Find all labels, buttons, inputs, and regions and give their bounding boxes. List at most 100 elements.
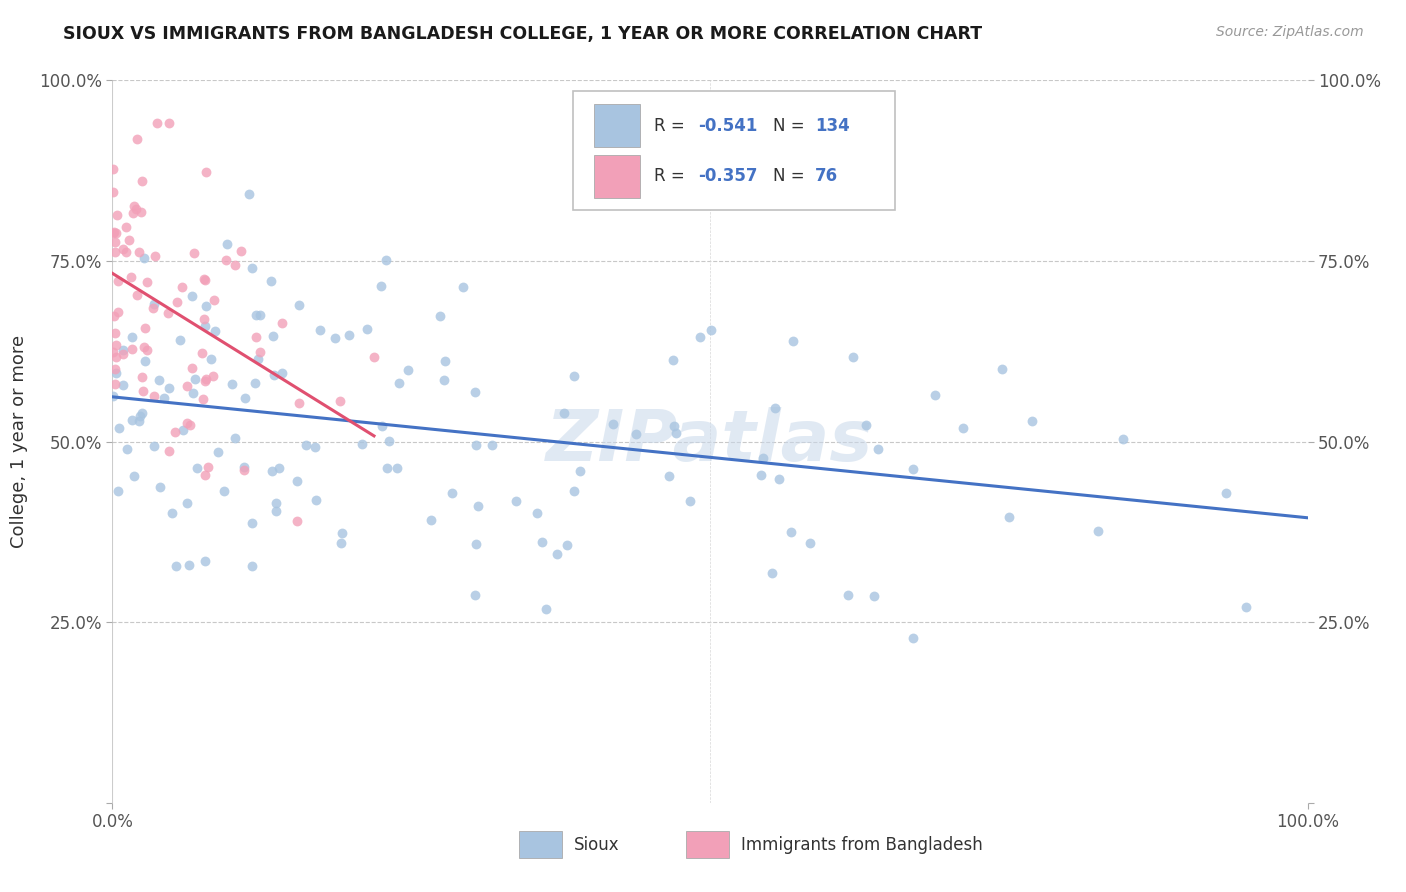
Point [134,321,156,335]
Point [197,459,219,474]
Point [467,499,489,513]
Point [562,369,585,384]
Point [183,246,205,260]
Point [245,330,267,344]
Point [761,566,783,581]
Point [271,366,294,380]
Text: 76: 76 [815,168,838,186]
Point [117,442,139,456]
Point [121,412,143,426]
Text: ZIPatlas: ZIPatlas [547,407,873,476]
Point [264,496,287,510]
Point [780,524,803,539]
Point [104,366,127,380]
Point [330,526,353,541]
Point [115,219,138,234]
Point [132,340,155,354]
Point [115,244,138,259]
Point [105,208,128,222]
Point [157,116,180,130]
Point [602,417,624,432]
Point [131,174,153,188]
Point [370,278,392,293]
Point [143,439,166,453]
Point [172,280,194,294]
Point [129,205,152,219]
Point [245,376,267,390]
Point [763,401,786,416]
Point [179,558,201,573]
Point [224,258,246,272]
Point [371,419,394,434]
Point [233,392,256,406]
Point [451,279,474,293]
Point [156,306,179,320]
Point [134,354,156,368]
FancyBboxPatch shape [519,831,562,858]
Y-axis label: College, 1 year or more: College, 1 year or more [10,335,28,548]
Point [232,459,254,474]
Text: R =: R = [654,168,690,186]
FancyBboxPatch shape [595,154,640,198]
Point [837,588,859,602]
Point [266,504,288,518]
Point [267,460,290,475]
Point [149,480,172,494]
Text: Source: ZipAtlas.com: Source: ZipAtlas.com [1216,25,1364,39]
Point [181,289,204,303]
Point [107,484,129,499]
Point [111,343,134,357]
Point [323,331,346,345]
Point [352,437,374,451]
Point [103,309,125,323]
Point [998,510,1021,524]
Point [749,468,772,483]
Point [855,418,877,433]
Point [799,536,821,550]
Point [901,632,924,646]
Point [181,385,204,400]
Point [568,464,591,478]
Point [679,494,702,508]
Text: N =: N = [773,168,810,186]
Point [163,425,186,439]
Point [440,485,463,500]
Point [562,483,585,498]
Point [271,317,294,331]
Point [104,244,127,259]
Point [1087,524,1109,538]
Point [107,304,129,318]
Point [195,299,218,313]
Point [124,202,146,217]
Point [132,384,155,399]
Point [104,226,127,240]
Point [662,419,685,434]
Point [378,434,401,448]
Point [247,351,270,366]
Point [183,372,205,386]
Point [142,301,165,315]
Point [374,253,396,268]
Text: SIOUX VS IMMIGRANTS FROM BANGLADESH COLLEGE, 1 YEAR OR MORE CORRELATION CHART: SIOUX VS IMMIGRANTS FROM BANGLADESH COLL… [63,25,983,43]
Point [699,323,721,337]
Point [157,443,180,458]
Point [129,409,152,424]
Point [207,444,229,458]
Point [309,323,332,337]
Point [165,559,187,574]
Point [122,205,145,219]
Point [658,469,681,483]
Point [238,186,260,201]
Point [952,420,974,434]
Point [481,438,503,452]
Point [103,225,125,239]
Point [263,368,285,383]
Point [285,474,308,488]
Point [363,350,385,364]
Point [398,363,420,377]
Point [305,492,328,507]
Point [193,272,215,286]
FancyBboxPatch shape [572,91,896,211]
Text: Immigrants from Bangladesh: Immigrants from Bangladesh [741,836,983,854]
Point [782,334,804,348]
